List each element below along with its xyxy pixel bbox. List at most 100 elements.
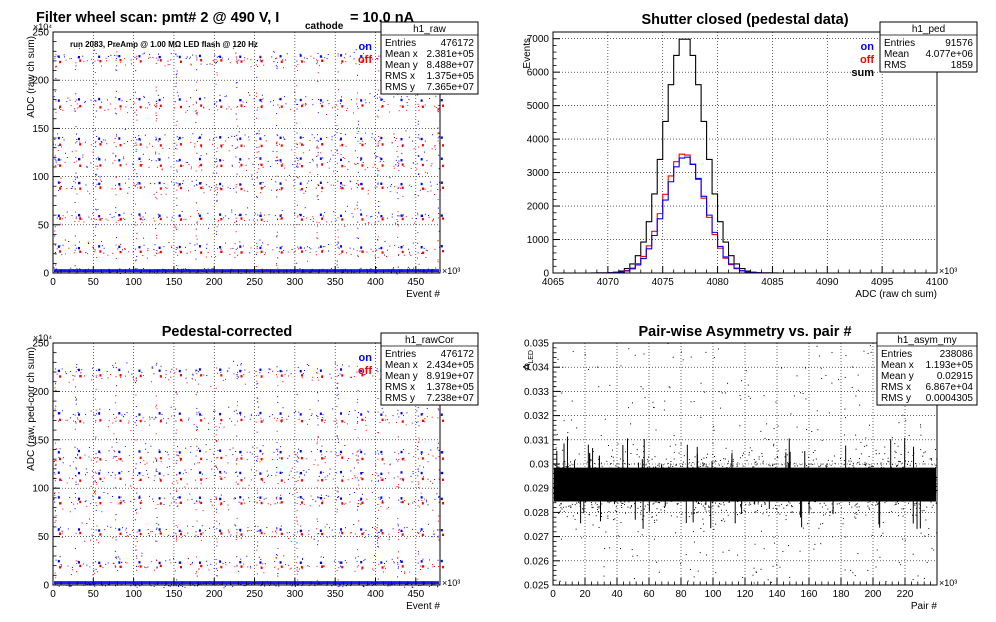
point <box>113 216 115 218</box>
point <box>360 267 362 269</box>
point <box>110 374 112 376</box>
point <box>423 530 425 532</box>
point-cluster <box>179 186 182 190</box>
point <box>892 489 894 491</box>
point <box>75 483 77 485</box>
point <box>413 148 415 150</box>
point <box>91 374 93 376</box>
point <box>195 509 197 511</box>
point <box>72 186 74 188</box>
point-cluster <box>198 214 201 217</box>
point <box>197 137 199 139</box>
point <box>349 55 351 57</box>
point <box>433 566 435 568</box>
point-cluster <box>420 451 423 454</box>
point <box>349 180 351 182</box>
point <box>352 112 354 114</box>
point-cluster <box>259 561 262 564</box>
point <box>277 418 279 420</box>
x-tick-label: 200 <box>206 277 223 288</box>
point <box>353 58 355 60</box>
point <box>71 215 73 217</box>
point <box>865 495 867 497</box>
point <box>155 86 157 88</box>
point <box>255 460 257 462</box>
point <box>194 585 196 587</box>
point <box>102 567 104 569</box>
point <box>397 556 399 558</box>
point <box>190 451 192 453</box>
point <box>321 454 323 456</box>
point <box>681 479 683 481</box>
point-cluster <box>239 411 242 415</box>
point <box>417 214 419 216</box>
point <box>171 181 173 183</box>
point <box>927 486 929 488</box>
point <box>356 98 358 100</box>
point <box>276 156 278 158</box>
point <box>177 482 179 484</box>
point <box>95 186 97 188</box>
point <box>216 248 218 250</box>
point <box>437 240 439 242</box>
point <box>887 470 889 472</box>
point <box>436 183 438 185</box>
point <box>196 243 198 245</box>
point <box>213 410 215 412</box>
point <box>223 501 225 503</box>
point <box>192 525 194 527</box>
point <box>95 173 97 175</box>
point <box>92 62 94 64</box>
point <box>101 141 103 143</box>
point <box>720 493 722 495</box>
point <box>155 120 157 122</box>
point <box>354 477 356 479</box>
point <box>143 95 145 97</box>
point <box>166 466 168 468</box>
point <box>296 460 298 462</box>
point-cluster <box>300 533 303 536</box>
point <box>70 585 72 587</box>
point <box>437 140 439 142</box>
point <box>725 485 727 487</box>
point <box>108 420 110 422</box>
point-cluster <box>360 55 363 58</box>
point <box>298 418 300 420</box>
point-cluster <box>442 533 445 537</box>
point <box>243 585 245 587</box>
x-tick-label: 0 <box>50 277 56 288</box>
point <box>221 165 223 167</box>
point-cluster <box>179 533 183 536</box>
point <box>114 585 116 587</box>
point-cluster <box>220 502 223 505</box>
point-cluster <box>200 564 203 568</box>
point <box>216 188 218 190</box>
point <box>263 498 265 500</box>
point <box>345 61 347 63</box>
point <box>372 250 374 252</box>
point <box>295 488 297 490</box>
point <box>176 451 178 453</box>
point-cluster <box>179 143 182 146</box>
point <box>235 134 237 136</box>
point <box>139 585 141 587</box>
point <box>109 103 111 105</box>
point <box>357 180 359 182</box>
point <box>780 481 782 483</box>
point <box>184 486 186 488</box>
point <box>195 271 197 273</box>
point-cluster <box>99 533 102 536</box>
point <box>136 139 138 141</box>
x-axis-title: Event # <box>406 601 440 612</box>
point <box>337 71 339 73</box>
point-cluster <box>280 565 283 568</box>
point-cluster <box>299 449 302 453</box>
point <box>398 453 400 455</box>
point <box>275 113 277 115</box>
point <box>262 419 264 421</box>
point <box>340 186 342 188</box>
point <box>256 252 258 254</box>
point-cluster <box>59 478 62 481</box>
point <box>413 500 415 502</box>
point <box>397 567 399 569</box>
